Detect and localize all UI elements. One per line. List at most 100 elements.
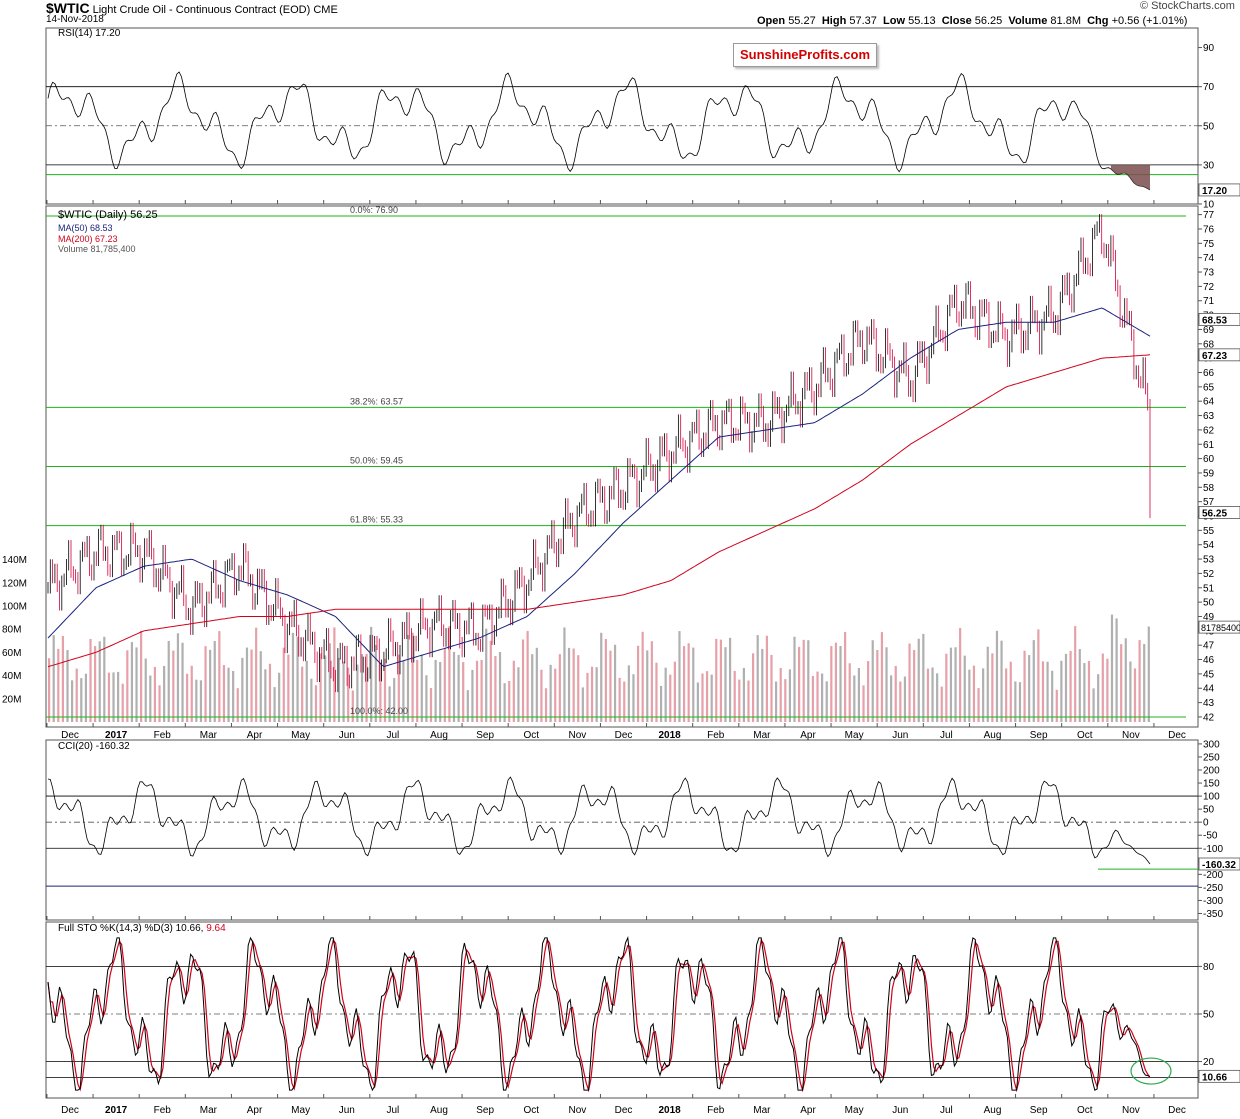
volume-bar [761, 648, 764, 722]
x-tick-label-mid: 2017 [105, 730, 128, 741]
volume-bar [544, 688, 548, 722]
ohlc-summary: Open 55.27 High 57.37 Low 55.13 Close 56… [757, 15, 1187, 27]
volume-bar [1078, 649, 1081, 722]
volume-bar [885, 647, 888, 722]
x-tick-label: Feb [707, 1105, 725, 1116]
volume-bar [388, 686, 391, 722]
x-tick-label: Sep [476, 1105, 494, 1116]
volume-bar [1097, 674, 1100, 722]
volume-bar [282, 647, 285, 722]
volume-bar [770, 654, 773, 722]
volume-bar [862, 685, 865, 722]
volume-bar [678, 631, 681, 722]
volume-bar [590, 666, 594, 722]
y-tick-label: 53 [1203, 555, 1215, 566]
y-tick-label: 64 [1203, 397, 1215, 408]
volume-bar [245, 647, 249, 722]
volume-bar [954, 647, 957, 722]
volume-bar [370, 626, 373, 722]
x-tick-label-mid: 2018 [659, 730, 682, 741]
volume-bar [259, 651, 262, 722]
x-tick-label: Jul [940, 1105, 953, 1116]
volume-bar [218, 631, 221, 722]
volume-bar [540, 669, 543, 722]
volume-bar [328, 643, 331, 722]
volume-bar [687, 643, 690, 722]
volume-bar [1129, 661, 1132, 722]
volume-bar [158, 685, 161, 722]
x-tick-label-mid: May [291, 730, 310, 741]
volume-bar [526, 630, 529, 722]
volume-bar [1018, 682, 1022, 722]
cci-title: CCI(20) -160.32 [58, 741, 130, 752]
x-tick-label: Jun [892, 1105, 908, 1116]
volume-bar [963, 655, 966, 722]
volume-bar [503, 683, 506, 722]
x-tick-label-mid: Jul [386, 730, 399, 741]
x-tick-label-mid: Jul [940, 730, 953, 741]
volume-bar [416, 659, 419, 722]
price-last-tag-box [1198, 506, 1240, 519]
volume-bar [94, 646, 97, 722]
x-tick-label: Dec [1168, 1105, 1186, 1116]
ma200-tag: 67.23 [1202, 351, 1227, 362]
y-tick-label: 76 [1203, 224, 1215, 235]
volume-bar [439, 661, 442, 722]
chg-value: +0.56 (+1.01%) [1111, 15, 1188, 27]
volume-bar [287, 654, 290, 722]
volume-bar [853, 675, 856, 722]
close-label: Close [941, 15, 972, 27]
volume-bar [190, 665, 193, 722]
volume-bar [365, 653, 368, 722]
x-tick-label-mid: Nov [1122, 730, 1140, 741]
volume-bar [278, 672, 281, 722]
volume-bar [89, 638, 92, 722]
fib-label: 61.8%: 55.33 [350, 515, 403, 525]
volume-bar [949, 647, 953, 722]
y-tick-label: -350 [1203, 909, 1223, 920]
volume-bar [802, 639, 805, 722]
y-tick-label: -200 [1203, 870, 1223, 881]
x-tick-label: May [845, 1105, 864, 1116]
ma50-legend: MA(50) 68.53 [58, 223, 113, 233]
volume-bar [968, 669, 971, 722]
ma200-tag-box [1198, 348, 1240, 362]
volume-bar [176, 633, 180, 722]
volume-bar [880, 632, 884, 722]
volume-bar [972, 665, 976, 722]
volume-bar [402, 660, 405, 722]
x-tick-label: Feb [154, 1105, 172, 1116]
volume-bar [567, 647, 571, 722]
volume-bar [798, 646, 801, 722]
x-tick-label-mid: Jun [892, 730, 908, 741]
volume-bar [434, 659, 437, 722]
sto-title-k: Full STO %K(14,3) %D(3) 10.66, [58, 923, 204, 934]
axis-labels: Dec Dec 2017 2017 Feb Feb Mar Mar Apr Apr May May Ju… [2, 43, 1240, 1116]
volume-bar [903, 676, 907, 722]
volume-bar [821, 673, 824, 722]
volume-bar [186, 673, 189, 722]
volume-bar [181, 642, 184, 722]
volume-bar [61, 636, 65, 722]
volume-bar [457, 654, 460, 722]
y-tick-label: 80 [1203, 962, 1215, 973]
volume-bar [531, 654, 534, 722]
y-tick-label: 60 [1203, 454, 1215, 465]
volume-bar [163, 665, 166, 722]
y-tick-label: -50 [1203, 831, 1218, 842]
volume-bar [107, 672, 111, 722]
volume-bar [494, 656, 497, 722]
y-tick-label: 65 [1203, 382, 1215, 393]
y-tick-label: 10 [1203, 200, 1215, 211]
x-tick-label: May [291, 1105, 310, 1116]
volume-bar [475, 660, 479, 722]
volume-bar [393, 677, 396, 722]
volume-bar [751, 653, 755, 722]
low-label: Low [883, 15, 906, 27]
volume-bar [623, 681, 626, 722]
ma50-tag: 68.53 [1202, 315, 1227, 326]
volume-bar [1009, 661, 1012, 722]
volume-bar [485, 628, 488, 722]
volume-bar [908, 643, 911, 722]
y-tick-label: 100 [1203, 792, 1220, 803]
